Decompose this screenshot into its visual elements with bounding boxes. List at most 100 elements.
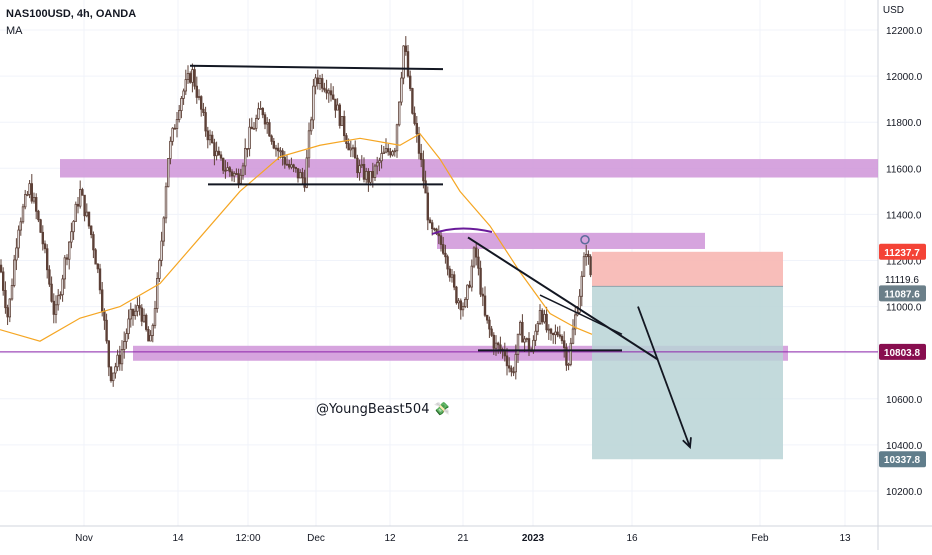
candle-body: [68, 241, 71, 260]
candle: [547, 324, 551, 340]
candle: [466, 284, 469, 308]
candle: [389, 148, 392, 158]
candle: [246, 148, 249, 158]
candle-body: [417, 133, 421, 154]
candle-body: [50, 283, 53, 302]
candle: [252, 121, 256, 130]
candle: [340, 116, 344, 126]
candle-body: [61, 278, 64, 296]
candle: [585, 244, 588, 266]
candle-body: [556, 331, 559, 336]
candle-body: [28, 183, 31, 195]
candle-body: [285, 163, 289, 166]
candle: [422, 150, 425, 189]
candle: [19, 217, 23, 236]
candle: [90, 225, 93, 239]
candle-body: [362, 163, 366, 180]
candle-body: [510, 367, 513, 373]
candle: [26, 191, 29, 197]
candle: [147, 326, 150, 342]
candle-body: [536, 323, 540, 332]
candle: [15, 238, 18, 271]
candle: [353, 140, 357, 159]
candle: [142, 308, 146, 323]
candle: [563, 331, 566, 358]
symbol-title[interactable]: NAS100USD, 4h, OANDA: [6, 8, 137, 20]
candle: [481, 287, 485, 307]
candle: [235, 168, 238, 175]
candle-body: [543, 313, 546, 323]
candle: [351, 144, 355, 158]
candle-body: [232, 173, 236, 177]
candle: [136, 297, 139, 317]
candle: [408, 70, 412, 92]
candle-body: [547, 328, 551, 331]
projection-arrow-head: [682, 437, 692, 450]
indicator-label[interactable]: MA: [6, 25, 23, 37]
candle: [74, 201, 78, 222]
candle: [151, 323, 155, 343]
candle: [155, 272, 159, 313]
candle: [461, 302, 465, 317]
candle: [85, 203, 89, 218]
candle-body: [400, 77, 403, 103]
supply-demand-zone: [60, 159, 878, 178]
candle: [46, 244, 49, 279]
candle-body: [283, 157, 287, 165]
candle: [541, 308, 544, 325]
candle-body: [496, 342, 500, 346]
candle-body: [274, 147, 278, 150]
candle-body: [114, 366, 117, 374]
candle-body: [276, 147, 280, 152]
candle-body: [243, 148, 247, 167]
candle-body: [541, 310, 544, 323]
candle-body: [316, 77, 320, 84]
candle: [367, 168, 370, 192]
candle-body: [107, 340, 111, 368]
candle: [59, 291, 62, 300]
candle-body: [554, 331, 557, 336]
candle: [510, 365, 513, 377]
candle-body: [384, 148, 388, 153]
stop-price-tag-bg: [879, 243, 926, 260]
candle: [477, 248, 480, 276]
candle-body: [312, 85, 315, 121]
candle-body: [224, 169, 227, 172]
candle: [439, 230, 443, 252]
candle-body: [466, 284, 469, 300]
trendline: [467, 236, 659, 361]
candle: [444, 244, 447, 264]
candle-body: [512, 371, 515, 374]
candle: [54, 295, 58, 324]
candle: [386, 144, 390, 156]
candle: [0, 259, 3, 274]
candle: [188, 71, 192, 84]
candle: [472, 246, 476, 269]
candle: [28, 179, 31, 199]
candle: [369, 171, 372, 186]
candle-body: [112, 372, 115, 382]
candle: [39, 218, 42, 233]
candle-body: [92, 234, 95, 251]
candle-body: [6, 307, 9, 318]
candle-body: [569, 342, 573, 365]
candle: [552, 332, 555, 344]
candle: [433, 227, 436, 232]
candle-body: [153, 308, 157, 326]
candle: [534, 324, 537, 346]
candle: [169, 136, 172, 165]
candle: [320, 73, 324, 93]
candle-body: [199, 96, 203, 110]
candle-body: [186, 73, 190, 80]
candle: [457, 298, 460, 309]
candle: [450, 269, 454, 283]
candle: [23, 189, 27, 210]
candle-body: [408, 75, 412, 89]
candle-body: [8, 298, 12, 318]
candle-body: [327, 90, 331, 94]
candle: [105, 313, 108, 344]
candle-body: [415, 123, 419, 135]
candle: [281, 148, 284, 166]
